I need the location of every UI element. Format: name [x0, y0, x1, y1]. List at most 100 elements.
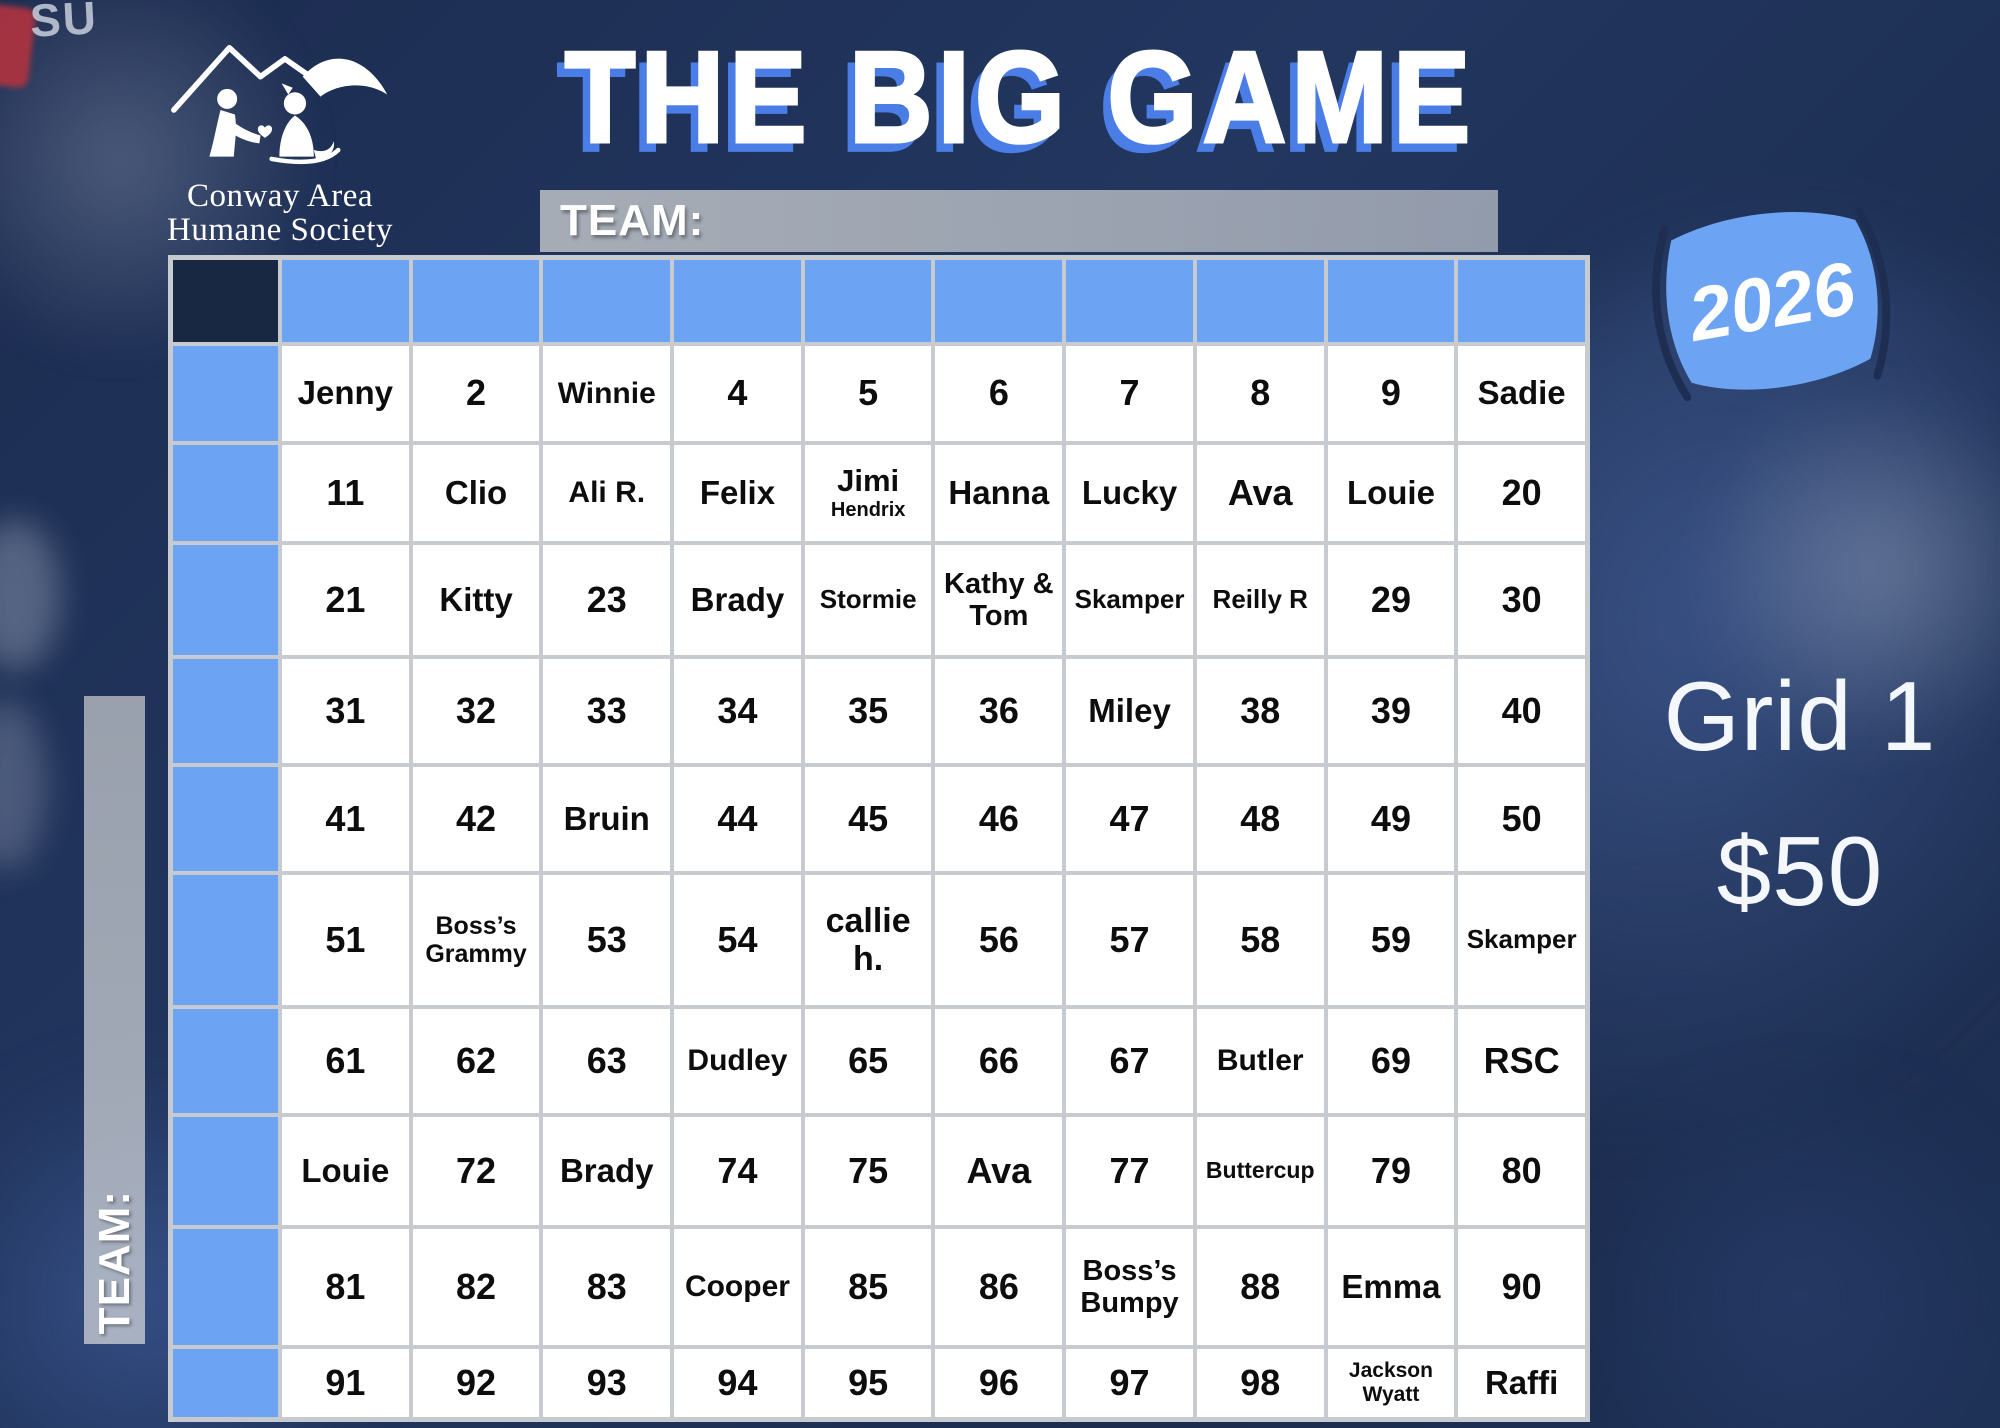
team-name-field-top[interactable]: TEAM:	[540, 190, 1498, 252]
grid-cell[interactable]: 81	[282, 1229, 409, 1345]
grid-cell[interactable]: Boss’s Bumpy	[1066, 1229, 1193, 1345]
grid-cell[interactable]: Jenny	[282, 346, 409, 441]
team-name-field-left[interactable]: TEAM:	[84, 696, 145, 1344]
grid-cell[interactable]: 83	[543, 1229, 671, 1345]
grid-cell[interactable]: 42	[412, 767, 540, 871]
grid-cell[interactable]: 59	[1327, 875, 1455, 1005]
grid-cell[interactable]: Buttercup	[1196, 1117, 1324, 1225]
grid-cell[interactable]: 44	[674, 767, 801, 871]
grid-cell[interactable]: Bruin	[543, 767, 671, 871]
grid-cell[interactable]: 91	[282, 1349, 409, 1417]
grid-cell[interactable]: Reilly R	[1196, 545, 1324, 655]
grid-cell[interactable]: Emma	[1327, 1229, 1455, 1345]
grid-cell[interactable]: Butler	[1196, 1009, 1324, 1113]
grid-cell[interactable]: Ava	[935, 1117, 1063, 1225]
grid-cell[interactable]: 61	[282, 1009, 409, 1113]
grid-cell[interactable]: 94	[674, 1349, 801, 1417]
grid-cell[interactable]: 45	[804, 767, 932, 871]
grid-cell[interactable]: 63	[543, 1009, 671, 1113]
grid-cell[interactable]: 36	[935, 659, 1063, 763]
grid-cell[interactable]: Skamper	[1066, 545, 1193, 655]
grid-cell[interactable]: Dudley	[674, 1009, 801, 1113]
grid-cell[interactable]: Clio	[412, 445, 540, 541]
grid-cell[interactable]: 39	[1327, 659, 1455, 763]
grid-cell[interactable]: 46	[935, 767, 1063, 871]
grid-cell[interactable]: 6	[935, 346, 1063, 441]
grid-cell[interactable]: Raffi	[1458, 1349, 1585, 1417]
grid-cell[interactable]: Miley	[1066, 659, 1193, 763]
grid-cell[interactable]: 31	[282, 659, 409, 763]
grid-cell[interactable]: 85	[804, 1229, 932, 1345]
grid-cell[interactable]: Skamper	[1458, 875, 1585, 1005]
grid-cell[interactable]: RSC	[1458, 1009, 1585, 1113]
grid-cell[interactable]: Cooper	[674, 1229, 801, 1345]
grid-cell[interactable]: 58	[1196, 875, 1324, 1005]
grid-cell[interactable]: 9	[1327, 346, 1455, 441]
grid-cell[interactable]: 97	[1066, 1349, 1193, 1417]
grid-cell[interactable]: Jimi Hendrix	[804, 445, 932, 541]
grid-cell[interactable]: 90	[1458, 1229, 1585, 1345]
grid-cell[interactable]: 8	[1196, 346, 1324, 441]
grid-cell[interactable]: 7	[1066, 346, 1193, 441]
grid-cell[interactable]: 65	[804, 1009, 932, 1113]
grid-cell[interactable]: 11	[282, 445, 409, 541]
grid-cell[interactable]: 67	[1066, 1009, 1193, 1113]
grid-cell[interactable]: Ali R.	[543, 445, 671, 541]
grid-cell[interactable]: Brady	[674, 545, 801, 655]
grid-cell[interactable]: 77	[1066, 1117, 1193, 1225]
grid-cell[interactable]: 80	[1458, 1117, 1585, 1225]
grid-cell[interactable]: 72	[412, 1117, 540, 1225]
grid-cell[interactable]: Hanna	[935, 445, 1063, 541]
grid-cell[interactable]: 75	[804, 1117, 932, 1225]
grid-cell[interactable]: Kathy & Tom	[935, 545, 1063, 655]
grid-cell[interactable]: 48	[1196, 767, 1324, 871]
grid-cell[interactable]: 54	[674, 875, 801, 1005]
grid-cell[interactable]: 5	[804, 346, 932, 441]
grid-cell[interactable]: 69	[1327, 1009, 1455, 1113]
grid-cell[interactable]: 47	[1066, 767, 1193, 871]
grid-cell[interactable]: 35	[804, 659, 932, 763]
grid-cell[interactable]: 49	[1327, 767, 1455, 871]
grid-cell[interactable]: Louie	[282, 1117, 409, 1225]
grid-cell[interactable]: 41	[282, 767, 409, 871]
grid-cell[interactable]: 66	[935, 1009, 1063, 1113]
grid-cell[interactable]: 21	[282, 545, 409, 655]
grid-cell[interactable]: 51	[282, 875, 409, 1005]
grid-cell[interactable]: Ava	[1196, 445, 1324, 541]
grid-cell[interactable]: 20	[1458, 445, 1585, 541]
grid-cell[interactable]: 40	[1458, 659, 1585, 763]
grid-cell[interactable]: 32	[412, 659, 540, 763]
grid-cell[interactable]: 56	[935, 875, 1063, 1005]
grid-cell[interactable]: Lucky	[1066, 445, 1193, 541]
grid-cell[interactable]: Louie	[1327, 445, 1455, 541]
grid-cell[interactable]: Boss’s Grammy	[412, 875, 540, 1005]
grid-cell[interactable]: 53	[543, 875, 671, 1005]
grid-cell[interactable]: Stormie	[804, 545, 932, 655]
grid-cell[interactable]: Felix	[674, 445, 801, 541]
grid-cell[interactable]: 30	[1458, 545, 1585, 655]
grid-cell[interactable]: 38	[1196, 659, 1324, 763]
grid-cell[interactable]: 74	[674, 1117, 801, 1225]
grid-cell[interactable]: 33	[543, 659, 671, 763]
grid-cell[interactable]: 86	[935, 1229, 1063, 1345]
grid-cell[interactable]: 95	[804, 1349, 932, 1417]
grid-cell[interactable]: 34	[674, 659, 801, 763]
grid-cell[interactable]: Sadie	[1458, 346, 1585, 441]
grid-cell[interactable]: 62	[412, 1009, 540, 1113]
grid-cell[interactable]: 92	[412, 1349, 540, 1417]
grid-cell[interactable]: Brady	[543, 1117, 671, 1225]
grid-cell[interactable]: 29	[1327, 545, 1455, 655]
grid-cell[interactable]: 96	[935, 1349, 1063, 1417]
grid-cell[interactable]: 23	[543, 545, 671, 655]
grid-cell[interactable]: callie h.	[804, 875, 932, 1005]
grid-cell[interactable]: Kitty	[412, 545, 540, 655]
grid-cell[interactable]: 50	[1458, 767, 1585, 871]
grid-cell[interactable]: Jackson Wyatt	[1327, 1349, 1455, 1417]
grid-cell[interactable]: 98	[1196, 1349, 1324, 1417]
grid-cell[interactable]: Winnie	[543, 346, 671, 441]
grid-cell[interactable]: 88	[1196, 1229, 1324, 1345]
grid-cell[interactable]: 93	[543, 1349, 671, 1417]
grid-cell[interactable]: 79	[1327, 1117, 1455, 1225]
grid-cell[interactable]: 57	[1066, 875, 1193, 1005]
grid-cell[interactable]: 2	[412, 346, 540, 441]
